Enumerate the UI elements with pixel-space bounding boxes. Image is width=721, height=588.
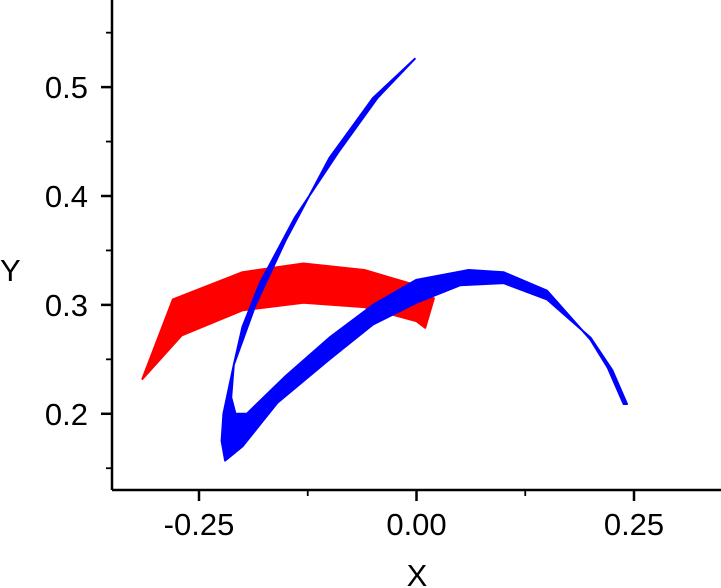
- x-axis-title: X: [407, 558, 428, 588]
- y-tick-label: 0.4: [45, 179, 88, 214]
- y-axis-title: Y: [0, 253, 21, 288]
- y-tick-label: 0.5: [45, 70, 88, 105]
- axes: [110, 0, 721, 492]
- x-tick-label: 0.00: [386, 507, 446, 542]
- blue-band: [220, 57, 628, 462]
- x-tick-label: -0.25: [164, 507, 235, 542]
- y-tick-label: 0.3: [45, 288, 88, 323]
- x-tick-label: 0.25: [604, 507, 664, 542]
- ticks: -0.25 0.00 0.25 0.2 0.3 0.4 0.5: [45, 31, 664, 542]
- red-band: [141, 262, 435, 380]
- y-tick-label: 0.2: [45, 397, 88, 432]
- series-layer: [141, 57, 628, 462]
